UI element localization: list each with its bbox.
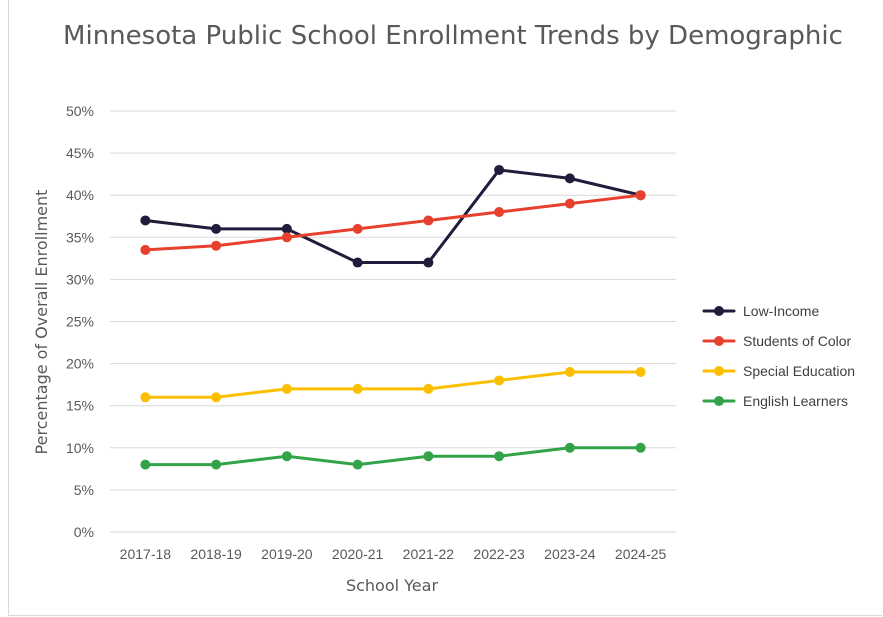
y-axis-title: Percentage of Overall Enrollment (32, 190, 51, 455)
data-point-students-of-color (494, 207, 505, 218)
legend-item-students-of-color: Students of Color (702, 333, 852, 349)
data-point-students-of-color (211, 240, 222, 251)
series-special-education (140, 367, 646, 403)
y-tick-label: 25% (66, 314, 94, 330)
data-point-low-income (423, 257, 434, 268)
legend-item-low-income: Low-Income (702, 303, 819, 319)
data-point-low-income (281, 223, 292, 234)
x-tick-label: 2022-23 (473, 546, 525, 562)
legend-item-special-education: Special Education (702, 363, 855, 379)
legend-label: Low-Income (743, 303, 819, 319)
x-tick-label: 2024-25 (615, 546, 667, 562)
y-tick-label: 35% (66, 229, 94, 245)
legend-swatch-marker (714, 306, 724, 316)
data-point-english-learners (211, 459, 222, 470)
data-point-low-income (564, 173, 575, 184)
legend-item-english-learners: English Learners (702, 393, 848, 409)
legend-swatch-marker (714, 396, 724, 406)
series-low-income (140, 164, 646, 268)
series-lines (140, 164, 646, 470)
data-point-students-of-color (635, 190, 646, 201)
data-point-students-of-color (140, 244, 151, 255)
chart-title: Minnesota Public School Enrollment Trend… (63, 21, 843, 51)
data-point-low-income (494, 164, 505, 175)
data-point-special-education (635, 367, 646, 378)
legend-label: Students of Color (743, 333, 852, 349)
data-point-students-of-color (423, 215, 434, 226)
data-point-english-learners (281, 451, 292, 462)
legend: Low-Income Students of Color Special Educa… (702, 303, 855, 409)
series-line-low-income (143, 168, 643, 265)
x-axis-title: School Year (346, 576, 439, 595)
legend-swatch-marker (714, 366, 724, 376)
x-tick-label: 2019-20 (261, 546, 313, 562)
x-axis-ticks: 2017-18 2018-19 2019-20 2020-21 2021-22 2022-… (120, 546, 667, 562)
data-point-students-of-color (281, 232, 292, 243)
data-point-low-income (352, 257, 363, 268)
series-line-students-of-color (143, 193, 643, 252)
data-point-low-income (211, 223, 222, 234)
x-tick-label: 2023-24 (544, 546, 596, 562)
series-line-english-learners (143, 446, 643, 467)
y-tick-label: 20% (66, 356, 94, 372)
series-students-of-color (140, 190, 646, 255)
legend-label: Special Education (743, 363, 855, 379)
y-tick-label: 0% (74, 524, 94, 540)
y-tick-label: 40% (66, 187, 94, 203)
y-tick-label: 30% (66, 271, 94, 287)
data-point-english-learners (140, 459, 151, 470)
data-point-students-of-color (352, 223, 363, 234)
x-tick-label: 2017-18 (120, 546, 172, 562)
legend-swatch-marker (714, 336, 724, 346)
data-point-english-learners (352, 459, 363, 470)
x-tick-label: 2018-19 (190, 546, 242, 562)
data-point-english-learners (423, 451, 434, 462)
y-tick-label: 5% (74, 482, 94, 498)
data-point-special-education (564, 367, 575, 378)
x-tick-label: 2021-22 (403, 546, 455, 562)
y-axis-ticks: 0% 5% 10% 15% 20% 25% 30% 35% 40% 45% 50% (66, 103, 94, 540)
data-point-english-learners (635, 442, 646, 453)
x-tick-label: 2020-21 (332, 546, 384, 562)
series-english-learners (140, 442, 646, 470)
data-point-low-income (140, 215, 151, 226)
data-point-special-education (211, 392, 222, 403)
data-point-special-education (140, 392, 151, 403)
chart-frame (8, 0, 882, 616)
data-point-special-education (352, 383, 363, 394)
y-tick-label: 15% (66, 398, 94, 414)
data-point-english-learners (494, 451, 505, 462)
y-tick-label: 50% (66, 103, 94, 119)
y-tick-label: 10% (66, 440, 94, 456)
series-line-special-education (143, 370, 643, 399)
data-point-special-education (494, 375, 505, 386)
data-point-special-education (423, 383, 434, 394)
legend-label: English Learners (743, 393, 848, 409)
y-tick-label: 45% (66, 145, 94, 161)
gridlines (110, 110, 676, 533)
data-point-english-learners (564, 442, 575, 453)
data-point-students-of-color (564, 198, 575, 209)
data-point-special-education (281, 383, 292, 394)
